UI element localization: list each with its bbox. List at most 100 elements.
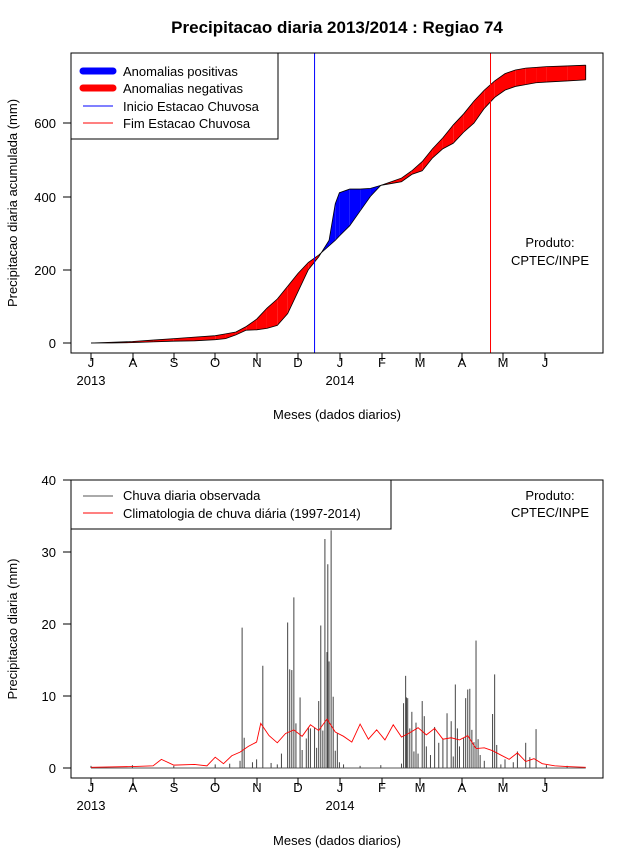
observed-cumulative-line [91, 79, 586, 344]
daily-plot [90, 530, 586, 769]
x-tick: J [337, 778, 344, 795]
negative-anomaly-area [422, 148, 433, 171]
negative-anomaly-area [505, 69, 516, 91]
x-tick-label: M [415, 355, 426, 370]
legend-label: Fim Estacao Chuvosa [123, 116, 251, 131]
climatology-line [90, 718, 586, 768]
year-label: 2013 [77, 373, 106, 388]
legend-label: Inicio Estacao Chuvosa [123, 99, 260, 114]
y-tick-label: 600 [34, 116, 56, 131]
negative-anomaly-area [442, 124, 454, 149]
y-tick-label: 400 [34, 190, 56, 205]
negative-anomaly-area [567, 65, 586, 81]
x-tick: F [378, 778, 386, 795]
positive-anomaly-area [349, 189, 361, 226]
x-tick: M [498, 778, 509, 795]
x-tick-label: N [252, 355, 261, 370]
product-label: Produto: [525, 488, 574, 503]
x-tick: J [542, 778, 548, 795]
x-tick-label: J [337, 355, 344, 370]
negative-anomaly-area [453, 113, 464, 144]
y-tick-label: 10 [42, 689, 56, 704]
x-tick-label: M [415, 780, 426, 795]
x-tick: F [378, 353, 386, 370]
y-tick-label: 0 [49, 761, 56, 776]
product-name: CPTEC/INPE [511, 505, 589, 520]
negative-anomaly-area [484, 80, 495, 109]
x-tick: J [88, 353, 95, 370]
y-tick-label: 0 [49, 336, 56, 351]
x-tick: J [542, 353, 549, 370]
x-tick: M [498, 353, 509, 370]
x-tick: J [88, 778, 95, 795]
negative-anomaly-area [525, 67, 537, 85]
daily-y-ticks: 0 10 20 30 40 [42, 473, 71, 776]
negative-anomaly-area [256, 308, 267, 330]
x-tick: S [170, 353, 179, 370]
negative-anomaly-area [235, 326, 247, 335]
x-tick-label: F [378, 780, 386, 795]
x-tick: A [458, 778, 467, 795]
x-tick: D [293, 353, 303, 370]
cumulative-x-ticks: J A S O N D J F M A M J 2013 2014 [77, 352, 549, 388]
daily-y-axis-label: Precipitacao diaria (mm) [5, 559, 20, 700]
negative-anomaly-area [432, 137, 443, 158]
x-tick: J [337, 353, 344, 370]
negative-anomaly-area [401, 170, 412, 182]
x-tick: A [129, 353, 138, 370]
negative-anomaly-area [298, 262, 309, 292]
x-tick-label: D [293, 355, 302, 370]
x-tick-label: S [170, 780, 179, 795]
positive-anomaly-area [335, 192, 340, 241]
y-tick-label: 200 [34, 263, 56, 278]
x-tick: N [252, 778, 262, 795]
x-tick-label: M [498, 780, 509, 795]
cumulative-y-axis-label: Precipitacao diaria acumulada (mm) [5, 99, 20, 307]
x-tick-label: A [458, 355, 467, 370]
product-name: CPTEC/INPE [511, 253, 589, 268]
legend-box [70, 52, 279, 140]
positive-anomaly-area [360, 188, 371, 212]
negative-anomaly-area [463, 101, 474, 133]
year-label: 2014 [326, 798, 355, 813]
product-label: Produto: [525, 235, 574, 250]
x-tick-label: S [170, 355, 179, 370]
cumulative-x-axis-label: Meses (dados diarios) [273, 407, 401, 422]
x-tick-label: J [88, 355, 95, 370]
x-tick: D [293, 778, 303, 795]
x-tick: N [252, 353, 262, 370]
daily-legend: Chuva diaria observada Climatologia de c… [70, 479, 392, 530]
x-tick: A [129, 778, 138, 795]
x-tick-label: A [129, 780, 138, 795]
year-label: 2013 [77, 798, 106, 813]
cumulative-legend: Anomalias positivas Anomalias negativas … [70, 52, 279, 140]
x-tick-label: M [498, 355, 509, 370]
x-tick-label: A [129, 355, 138, 370]
negative-anomaly-area [246, 319, 257, 331]
x-tick-label: O [210, 780, 220, 795]
x-tick: O [210, 353, 220, 370]
y-tick-label: 30 [42, 545, 56, 560]
legend-label: Anomalias negativas [123, 81, 243, 96]
negative-anomaly-area [515, 68, 526, 87]
x-tick: M [415, 778, 426, 795]
x-tick-label: D [293, 780, 302, 795]
cumulative-plot [90, 53, 587, 353]
x-tick-label: J [88, 780, 95, 795]
y-tick-label: 40 [42, 473, 56, 488]
cumulative-y-ticks: 0 200 400 600 [34, 116, 71, 351]
legend-label: Chuva diaria observada [123, 488, 261, 503]
climatology-cumulative-line [90, 64, 586, 344]
x-tick-label: A [458, 780, 467, 795]
chart-title: Precipitacao diaria 2013/2014 : Regiao 7… [171, 18, 503, 37]
negative-anomaly-area [173, 337, 195, 342]
negative-anomaly-area [411, 161, 423, 175]
daily-x-axis-label: Meses (dados diarios) [273, 833, 401, 848]
negative-anomaly-area [546, 65, 568, 83]
x-tick-label: F [378, 355, 386, 370]
x-tick-label: J [337, 780, 344, 795]
x-tick-label: J [542, 355, 549, 370]
positive-anomaly-area [339, 189, 350, 236]
